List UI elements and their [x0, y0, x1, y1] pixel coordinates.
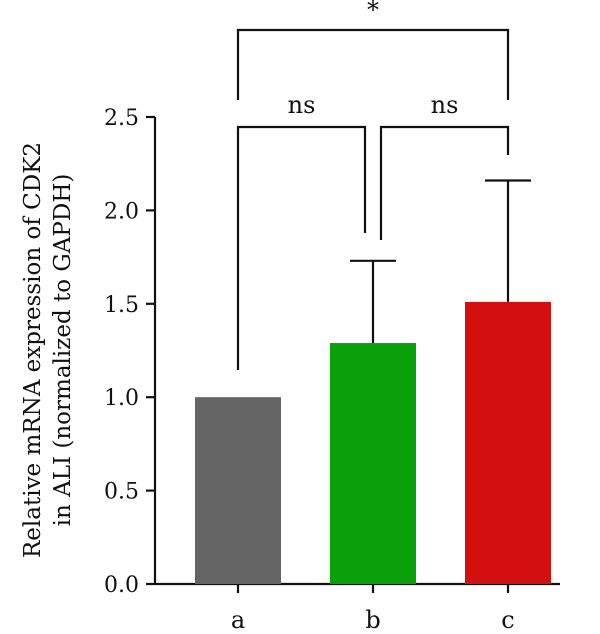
x-tick-label-b: b	[365, 606, 380, 634]
y-tick-label-1: 0.5	[104, 480, 139, 505]
y-axis: 0.0 0.5 1.0 1.5 2.0 2.5	[104, 106, 157, 598]
significance-bracket-1	[379, 125, 510, 240]
x-tick-label-a: a	[231, 606, 245, 634]
significance-label-2: *	[367, 0, 379, 24]
y-tick-label-4: 2.0	[104, 199, 139, 224]
bar-c	[465, 301, 551, 584]
significance-brackets: ns ns *	[236, 0, 510, 370]
error-bars	[350, 179, 531, 344]
y-axis-label-line-1: Relative mRNA expression of CDK2	[20, 142, 46, 558]
significance-label-0: ns	[288, 91, 316, 119]
x-axis: a b c	[155, 582, 560, 634]
y-tick-label-2: 1.0	[104, 386, 139, 411]
bar-b	[330, 343, 416, 584]
y-tick-label-0: 0.0	[104, 573, 139, 598]
significance-label-1: ns	[431, 91, 459, 119]
bar-a	[195, 397, 281, 584]
y-axis-label-line-2: in ALI (normalized to GAPDH)	[50, 174, 76, 527]
bars	[195, 301, 551, 584]
significance-bracket-0	[236, 125, 367, 370]
y-tick-label-3: 1.5	[104, 293, 139, 318]
y-axis-label: Relative mRNA expression of CDK2 in ALI …	[20, 142, 76, 558]
significance-bracket-2	[236, 28, 510, 100]
x-tick-label-c: c	[501, 606, 514, 634]
y-tick-label-5: 2.5	[104, 106, 139, 131]
